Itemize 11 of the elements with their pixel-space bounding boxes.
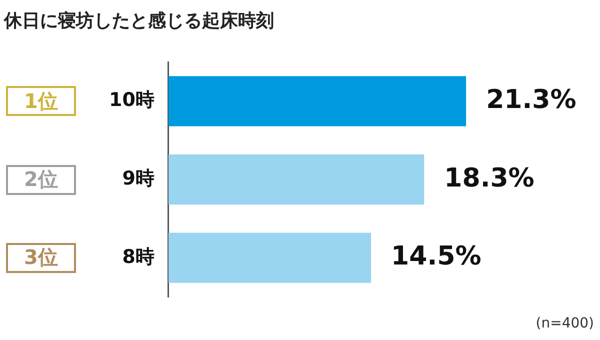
chart-title: 休日に寝坊したと感じる起床時刻: [3, 10, 274, 32]
text: (n=400): [536, 316, 594, 332]
y-tick-label: 9時: [122, 167, 154, 190]
data-label: 14.5%: [391, 242, 482, 272]
data-label: 18.3%: [444, 163, 534, 194]
rank-badge: 1位: [6, 86, 76, 116]
data-label: 21.3%: [486, 84, 576, 115]
y-tick-label: 10時: [108, 89, 154, 112]
y-tick-label: 8時: [122, 246, 154, 268]
rank-badge: 2位: [6, 164, 76, 194]
rank-badge: 3位: [6, 242, 76, 273]
